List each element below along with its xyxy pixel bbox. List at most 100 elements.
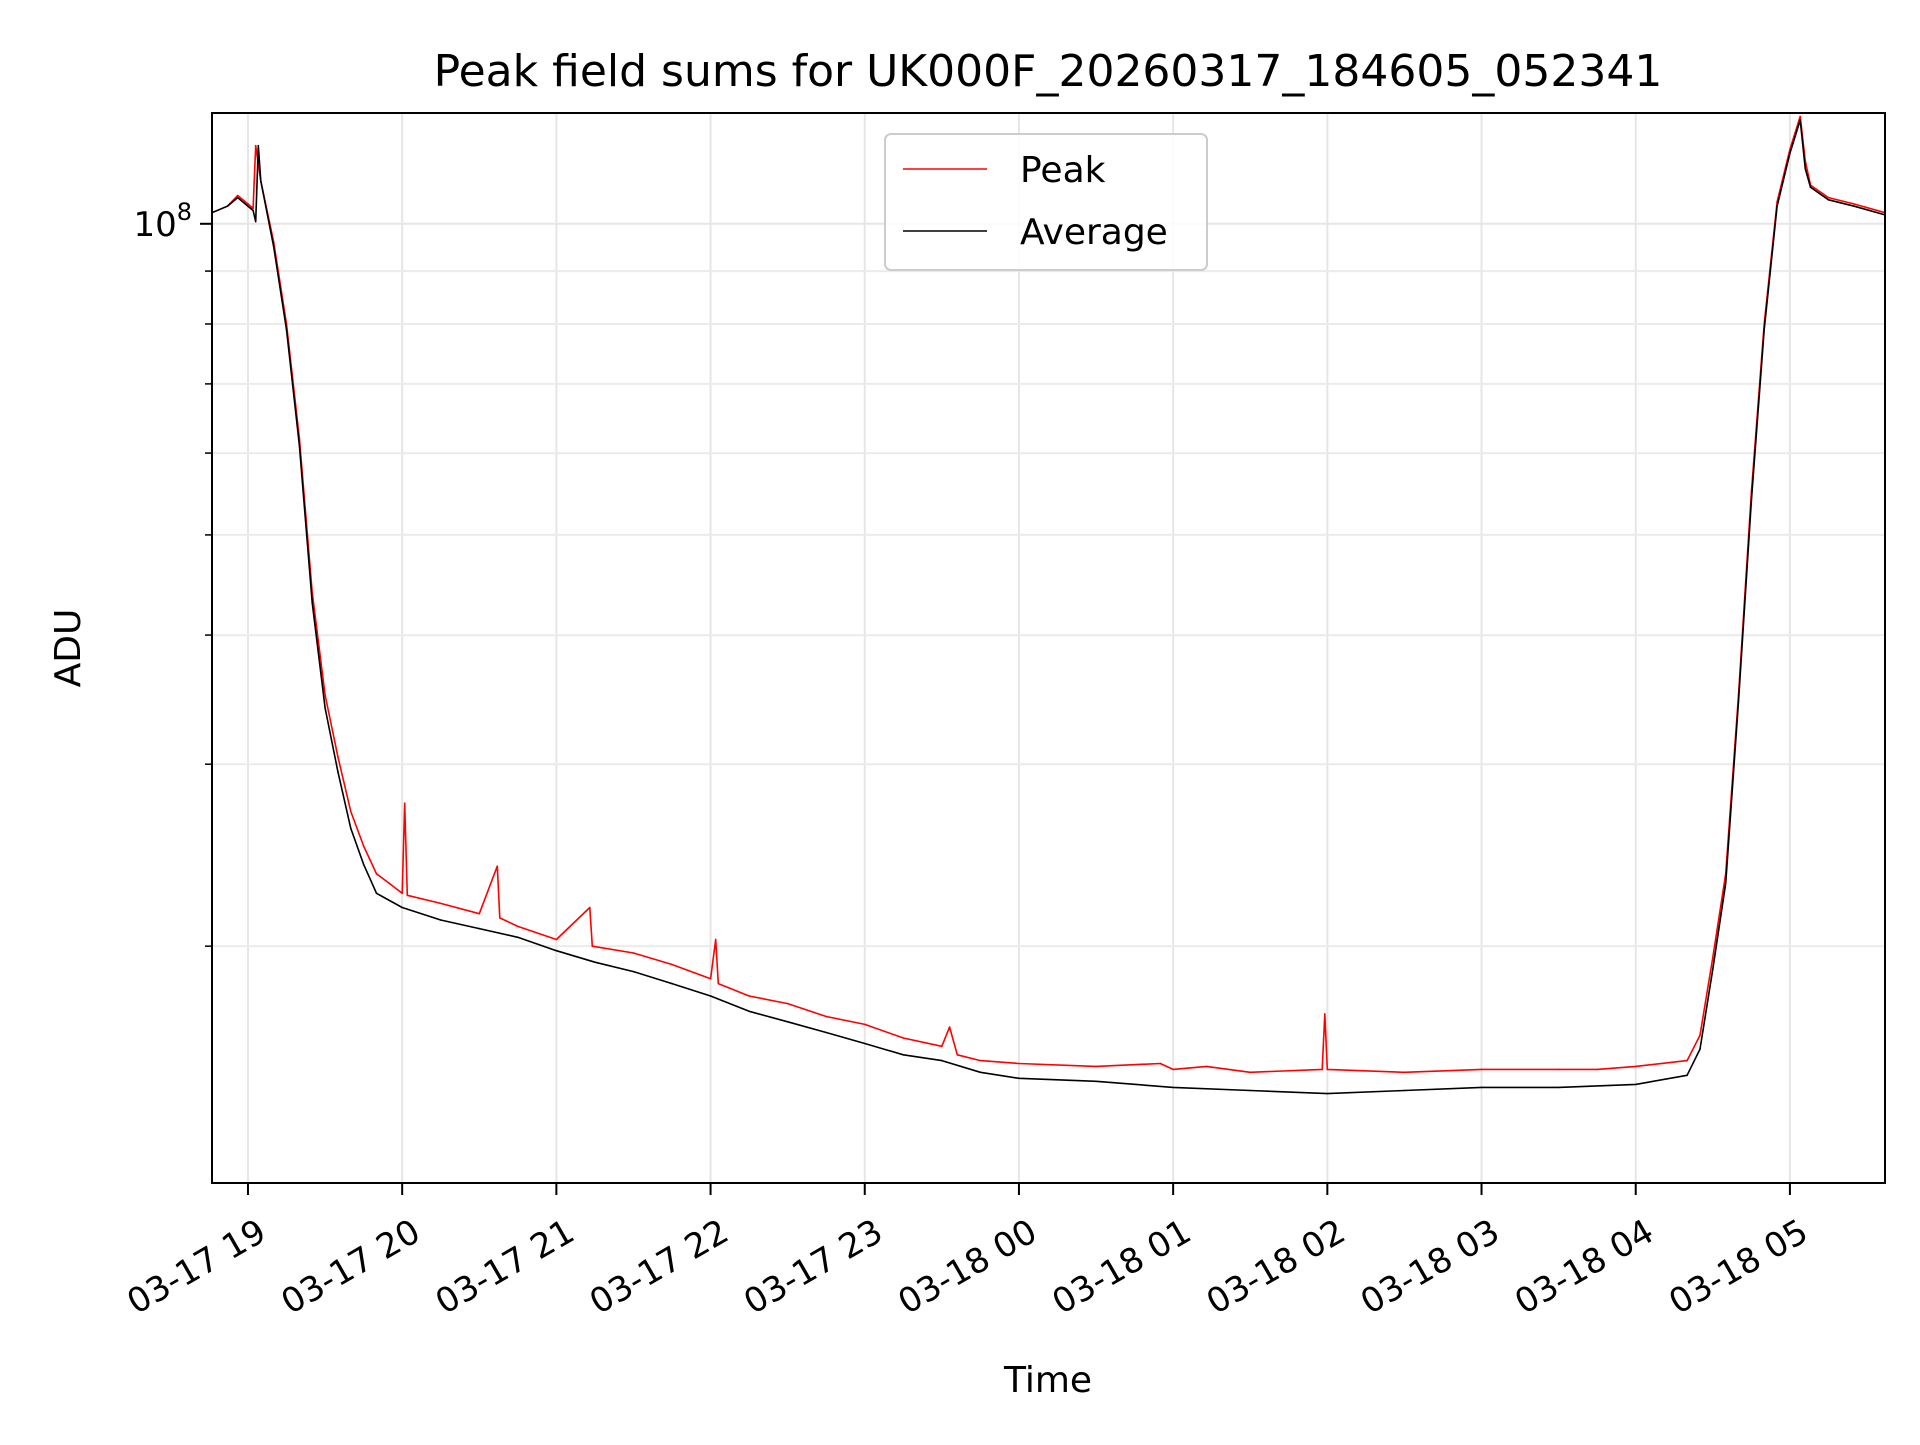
data-point-average (1686, 1074, 1688, 1077)
data-point-peak (1095, 1065, 1097, 1068)
data-point-average (709, 995, 712, 997)
data-point-peak (717, 982, 720, 985)
data-point-average (254, 220, 257, 223)
data-point-peak (1403, 1071, 1406, 1074)
data-point-peak (254, 144, 257, 147)
data-point-average (1699, 1048, 1701, 1050)
legend: Peak Average (884, 133, 1208, 271)
data-point-peak (671, 963, 673, 966)
data-point-peak (1326, 1068, 1329, 1071)
data-point-peak (406, 894, 409, 897)
data-point-peak (1018, 1062, 1020, 1065)
data-point-average (1557, 1086, 1560, 1089)
legend-label-average: Average (1020, 212, 1168, 253)
data-point-average (1634, 1083, 1637, 1086)
data-point-average (671, 982, 673, 985)
data-point-average (748, 1010, 750, 1013)
data-point-peak (362, 845, 365, 847)
data-point-peak (948, 1026, 951, 1028)
data-point-peak (589, 906, 591, 909)
data-point-average (324, 707, 326, 709)
data-point-peak (1321, 1068, 1323, 1071)
data-point-peak (439, 902, 442, 905)
data-point-peak (956, 1054, 959, 1056)
data-point-peak (786, 1002, 789, 1005)
data-point-peak (1596, 1068, 1598, 1071)
data-point-peak (979, 1059, 982, 1062)
data-point-peak (1172, 1068, 1174, 1071)
data-point-peak (941, 1045, 943, 1048)
plot-frame (211, 112, 1886, 1184)
legend-label-peak: Peak (1020, 150, 1106, 191)
data-point-average (1750, 499, 1753, 502)
data-point-average (1018, 1077, 1020, 1080)
data-point-peak (401, 892, 404, 895)
data-series (211, 115, 1886, 1095)
y-axis-ticks: 108 (133, 198, 212, 947)
y-tick-label-base: 10 (133, 205, 176, 245)
data-point-peak (403, 802, 406, 804)
data-point-average (226, 205, 229, 207)
data-point-average (902, 1054, 905, 1056)
data-point-peak (478, 912, 481, 915)
data-point-peak (1634, 1065, 1637, 1068)
data-point-average (247, 205, 249, 207)
data-point-average (1172, 1086, 1174, 1089)
data-point-peak (1159, 1062, 1162, 1065)
data-point-peak (1853, 203, 1855, 205)
data-point-average (941, 1059, 943, 1062)
data-point-peak (247, 203, 249, 205)
data-point-peak (1712, 956, 1714, 959)
data-point-average (1804, 168, 1807, 170)
chart-title: Peak field sums for UK000F_20260317_1846… (434, 46, 1663, 97)
data-point-peak (591, 945, 594, 947)
data-point-peak (499, 917, 501, 919)
data-point-peak (1249, 1071, 1251, 1074)
gridlines (212, 113, 1885, 1183)
data-point-average (786, 1021, 789, 1023)
data-point-average (1853, 205, 1855, 207)
y-tick-label-exponent: 8 (177, 198, 192, 226)
data-point-average (1789, 152, 1791, 155)
data-point-peak (555, 938, 558, 941)
data-point-average (1827, 199, 1830, 201)
data-point-average (1095, 1080, 1097, 1083)
data-point-peak (1480, 1068, 1483, 1071)
y-axis-label: ADU (48, 609, 89, 688)
x-axis-label: Time (1003, 1360, 1092, 1401)
data-point-peak (1699, 1034, 1701, 1037)
data-point-peak (748, 995, 750, 997)
data-point-average (272, 246, 275, 248)
data-point-average (285, 328, 288, 331)
data-point-average (1249, 1089, 1251, 1092)
data-point-peak (709, 978, 712, 980)
data-point-peak (1557, 1068, 1560, 1071)
data-point-average (260, 180, 262, 182)
data-point-average (594, 961, 596, 963)
data-point-peak (388, 882, 391, 885)
data-point-average (298, 444, 301, 447)
data-point-average (1403, 1089, 1406, 1092)
data-point-peak (1324, 1013, 1326, 1015)
data-point-peak (517, 925, 519, 928)
data-point-average (362, 863, 365, 866)
data-point-average (1763, 328, 1765, 331)
data-point-average (1799, 119, 1801, 121)
data-point-average (337, 770, 339, 773)
data-point-peak (350, 810, 352, 813)
data-point-average (236, 196, 239, 199)
data-point-average (1737, 700, 1740, 703)
data-point-average (401, 906, 404, 909)
data-point-average (1480, 1086, 1483, 1089)
data-point-average (825, 1031, 827, 1034)
data-point-average (1809, 186, 1812, 188)
data-point-peak (1686, 1059, 1688, 1062)
data-point-peak (375, 873, 378, 875)
data-point-peak (236, 194, 239, 197)
data-point-peak (632, 952, 635, 954)
data-point-average (1776, 205, 1778, 207)
legend-box (884, 133, 1208, 271)
data-point-peak (324, 694, 326, 696)
